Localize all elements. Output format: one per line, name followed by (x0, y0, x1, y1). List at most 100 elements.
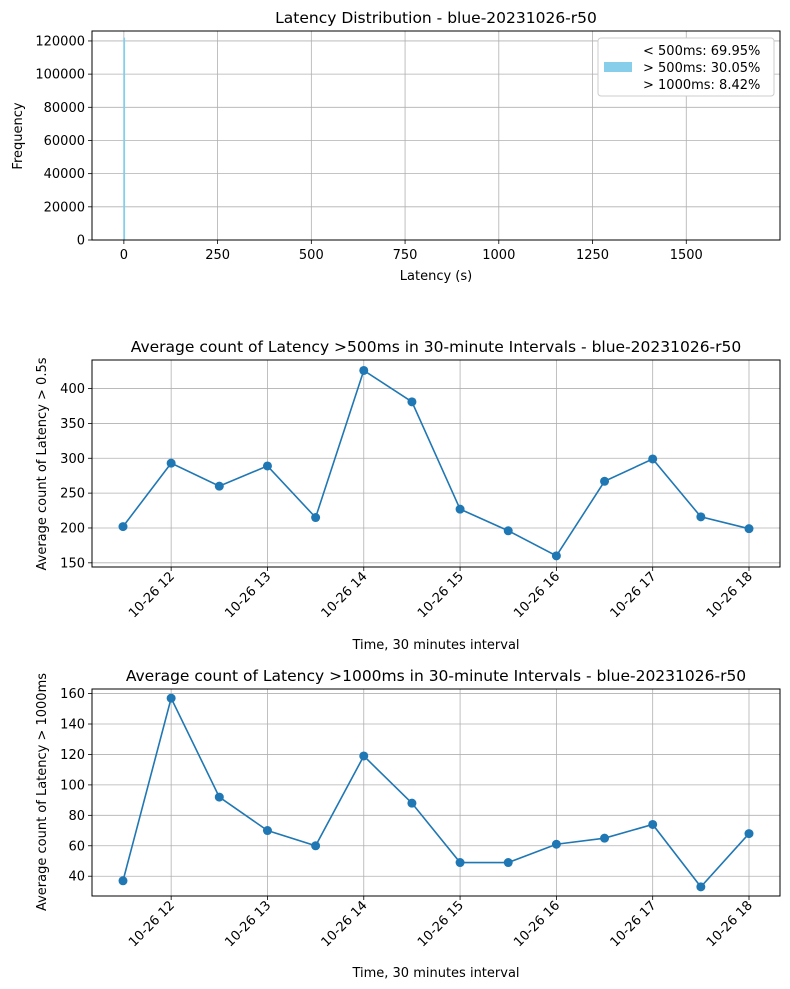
histogram-bars (123, 37, 126, 241)
histogram-y-label: Frequency (11, 102, 26, 169)
latency-1000ms-title: Average count of Latency >1000ms in 30-m… (126, 667, 746, 685)
latency-1000ms-y-label: Average count of Latency > 1000ms (35, 673, 50, 911)
latency-1000ms-x-tick-label-2: 10-26 14 (319, 898, 371, 950)
latency-500ms-point-4 (311, 513, 321, 523)
latency-500ms-x-tick-label-3: 10-26 15 (415, 569, 467, 621)
latency-500ms-point-11 (648, 454, 658, 464)
histogram-y-tick-label-3: 60000 (44, 134, 85, 149)
latency-1000ms-x-tick-label-4: 10-26 16 (511, 898, 563, 950)
latency-1000ms-point-1 (166, 693, 176, 703)
latency-500ms-x-ticks: 10-26 12 10-26 13 10-26 14 10-26 15 10-26 16… (126, 567, 756, 621)
latency-500ms-series (118, 365, 754, 561)
latency-500ms-y-tick-label-2: 250 (60, 487, 85, 502)
latency-1000ms-point-10 (600, 833, 610, 843)
histogram-title: Latency Distribution - blue-20231026-r50 (275, 9, 597, 27)
latency-500ms-y-ticks: 150 200 250 300 350 400 (60, 382, 92, 571)
latency-500ms-y-tick-label-4: 350 (60, 417, 85, 432)
histogram-x-tick-label-0: 0 (120, 248, 128, 263)
latency-1000ms-point-8 (503, 858, 513, 868)
latency-1000ms-grid (92, 689, 780, 896)
histogram-y-tick-label-2: 40000 (44, 167, 85, 182)
latency-500ms-point-5 (359, 365, 369, 375)
latency-500ms-point-0 (118, 522, 128, 532)
latency-1000ms-point-13 (744, 829, 754, 839)
histogram-x-tick-label-5: 1250 (576, 248, 609, 263)
latency-500ms-grid (92, 360, 780, 567)
latency-1000ms-point-12 (696, 882, 706, 892)
latency-500ms-x-tick-label-2: 10-26 14 (319, 569, 371, 621)
latency-500ms-y-tick-label-1: 200 (60, 521, 85, 536)
latency-500ms-line (122, 369, 750, 557)
latency-1000ms-x-tick-label-1: 10-26 13 (222, 898, 274, 950)
legend-entry-gt500: > 500ms: 30.05% (643, 61, 760, 76)
latency-500ms-point-7 (455, 504, 465, 514)
latency-500ms-plot-frame (91, 359, 781, 568)
latency-1000ms-point-11 (648, 819, 658, 829)
histogram-y-tick-label-4: 80000 (44, 101, 85, 116)
latency-1000ms-x-tick-label-3: 10-26 15 (415, 898, 467, 950)
latency-1000ms-y-tick-label-0: 40 (68, 870, 85, 885)
latency-1000ms-point-0 (118, 876, 128, 886)
latency-1000ms-y-ticks: 40 60 80 100 120 140 160 (60, 687, 92, 885)
latency-1000ms-point-3 (262, 826, 272, 836)
legend-entry-lt500: < 500ms: 69.95% (643, 44, 760, 59)
histogram-legend: < 500ms: 69.95% > 500ms: 30.05% > 1000ms… (597, 37, 775, 97)
latency-500ms-x-tick-label-0: 10-26 12 (126, 569, 178, 621)
latency-500ms-point-13 (744, 524, 754, 534)
histogram-x-tick-label-6: 1500 (670, 248, 703, 263)
latency-500ms-point-9 (551, 551, 561, 561)
latency-500ms-point-8 (503, 526, 513, 536)
latency-1000ms-point-2 (214, 792, 224, 802)
latency-1000ms-x-tick-label-6: 10-26 18 (704, 898, 756, 950)
histogram-x-label: Latency (s) (400, 269, 472, 284)
legend-box (597, 37, 775, 97)
latency-500ms-y-tick-label-0: 150 (60, 556, 85, 571)
latency-1000ms-point-5 (359, 751, 369, 761)
latency-1000ms-line (122, 695, 750, 889)
latency-500ms-x-tick-label-5: 10-26 17 (608, 569, 660, 621)
latency-1000ms-point-6 (407, 798, 417, 808)
legend-entry-gt1000: > 1000ms: 8.42% (643, 78, 760, 93)
histogram-y-tick-label-6: 120000 (35, 34, 85, 49)
histogram-x-tick-label-3: 750 (393, 248, 418, 263)
latency-500ms-x-label: Time, 30 minutes interval (351, 638, 519, 653)
latency-500ms-point-10 (600, 476, 610, 486)
histogram-bar-0 (123, 37, 126, 241)
latency-500ms-x-tick-label-4: 10-26 16 (511, 569, 563, 621)
latency-500ms-point-12 (696, 512, 706, 522)
latency-1000ms-y-tick-label-5: 140 (60, 718, 85, 733)
histogram-chart: Latency Distribution - blue-20231026-r50… (11, 9, 781, 284)
latency-1000ms-point-7 (455, 858, 465, 868)
legend-swatch (604, 62, 632, 72)
latency-1000ms-x-tick-label-5: 10-26 17 (608, 898, 660, 950)
latency-500ms-point-1 (166, 458, 176, 468)
latency-1000ms-y-tick-label-4: 120 (60, 748, 85, 763)
latency-1000ms-y-tick-label-6: 160 (60, 687, 85, 702)
latency-1000ms-series (118, 693, 754, 892)
latency-1000ms-point-9 (551, 839, 561, 849)
latency-500ms-x-tick-label-1: 10-26 13 (222, 569, 274, 621)
histogram-y-ticks: 0 20000 40000 60000 80000 100000 120000 (35, 34, 92, 249)
latency-500ms-y-tick-label-5: 400 (60, 382, 85, 397)
latency-1000ms-y-tick-label-3: 100 (60, 778, 85, 793)
latency-500ms-y-tick-label-3: 300 (60, 452, 85, 467)
latency-500ms-y-label: Average count of Latency > 0.5s (35, 357, 50, 570)
histogram-y-tick-label-5: 100000 (35, 68, 85, 83)
histogram-plot-frame (91, 30, 781, 241)
histogram-x-tick-label-1: 250 (205, 248, 230, 263)
latency-1000ms-x-ticks: 10-26 12 10-26 13 10-26 14 10-26 15 10-26 16… (126, 896, 756, 950)
latency-1000ms-y-tick-label-1: 60 (68, 839, 85, 854)
latency-500ms-point-6 (407, 397, 417, 407)
latency-1000ms-plot-frame (91, 688, 781, 897)
latency-500ms-point-2 (214, 481, 224, 491)
latency-500ms-chart: Average count of Latency >500ms in 30-mi… (35, 338, 781, 653)
histogram-y-tick-label-1: 20000 (44, 200, 85, 215)
latency-1000ms-chart: Average count of Latency >1000ms in 30-m… (35, 667, 781, 981)
latency-1000ms-y-tick-label-2: 80 (68, 809, 85, 824)
latency-500ms-point-3 (262, 461, 272, 471)
latency-1000ms-point-4 (311, 841, 321, 851)
latency-1000ms-x-label: Time, 30 minutes interval (351, 966, 519, 981)
histogram-x-ticks: 0 250 500 750 1000 1250 1500 (120, 240, 703, 263)
histogram-x-tick-label-2: 500 (299, 248, 324, 263)
